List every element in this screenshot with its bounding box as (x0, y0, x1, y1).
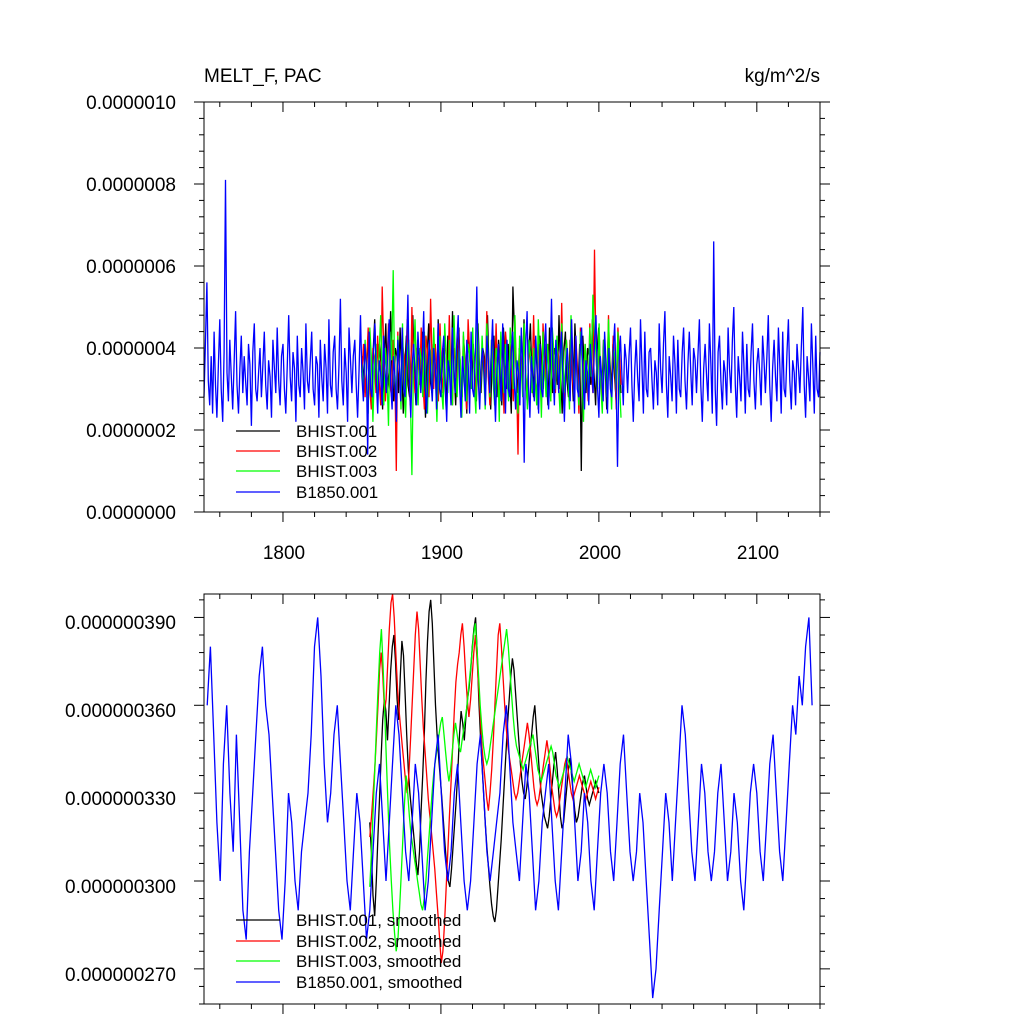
bottom-y-label-0: 0.000000390 (65, 613, 176, 634)
bottom-series-bhist-003-smoothed (369, 623, 600, 952)
top-title-left: MELT_F, PAC (204, 66, 322, 87)
top-y-label-4: 0.0000002 (86, 421, 176, 442)
bottom-series-b1850-001-smoothed (206, 617, 813, 999)
bottom-legend-label-bhist001: BHIST.001, smoothed (296, 911, 461, 930)
top-y-label-1: 0.0000008 (86, 175, 176, 196)
top-x-label-1800: 1800 (263, 543, 305, 564)
top-series-group (203, 179, 821, 476)
bottom-legend-label-bhist002: BHIST.002, smoothed (296, 932, 461, 951)
top-y-tick-labels: 0.0000010 0.0000008 0.0000006 0.0000004 … (86, 93, 176, 524)
bottom-series-group (206, 593, 813, 999)
bottom-y-label-4: 0.000000270 (65, 965, 176, 986)
top-x-tick-labels: 1800 1900 2000 2100 (263, 543, 779, 564)
top-x-label-2000: 2000 (579, 543, 621, 564)
top-series-b1850-001 (203, 179, 821, 467)
top-panel: MELT_F, PAC kg/m^2/s 0.0000010 0.0000008… (86, 66, 830, 564)
top-legend-label-bhist001: BHIST.001 (296, 422, 377, 441)
top-y-label-5: 0.0000000 (86, 503, 176, 524)
top-title-right: kg/m^2/s (745, 66, 820, 87)
top-x-label-1900: 1900 (421, 543, 463, 564)
bottom-legend-label-bhist003: BHIST.003, smoothed (296, 952, 461, 971)
bottom-legend: BHIST.001, smoothed BHIST.002, smoothed … (236, 911, 462, 992)
top-y-label-3: 0.0000004 (86, 339, 176, 360)
top-plot-frame (203, 101, 821, 513)
top-x-label-2100: 2100 (737, 543, 779, 564)
bottom-plot-frame (203, 593, 821, 1005)
bottom-y-label-1: 0.000000360 (65, 701, 176, 722)
bottom-y-label-2: 0.000000330 (65, 789, 176, 810)
bottom-y-label-3: 0.000000300 (65, 877, 176, 898)
bottom-series-bhist-002-smoothed (369, 593, 600, 964)
top-legend-label-bhist003: BHIST.003 (296, 462, 377, 481)
top-legend: BHIST.001 BHIST.002 BHIST.003 B1850.001 (236, 422, 378, 502)
bottom-panel: 0.000000390 0.000000360 0.000000330 0.00… (65, 593, 830, 1014)
top-legend-label-bhist002: BHIST.002 (296, 442, 377, 461)
top-y-label-2: 0.0000006 (86, 257, 176, 278)
bottom-legend-label-b1850001: B1850.001, smoothed (296, 973, 462, 992)
top-ticks (194, 101, 830, 522)
bottom-ticks (194, 594, 830, 1014)
top-y-label-0: 0.0000010 (86, 93, 176, 114)
top-legend-label-b1850001: B1850.001 (296, 483, 378, 502)
bottom-y-tick-labels: 0.000000390 0.000000360 0.000000330 0.00… (65, 613, 176, 986)
